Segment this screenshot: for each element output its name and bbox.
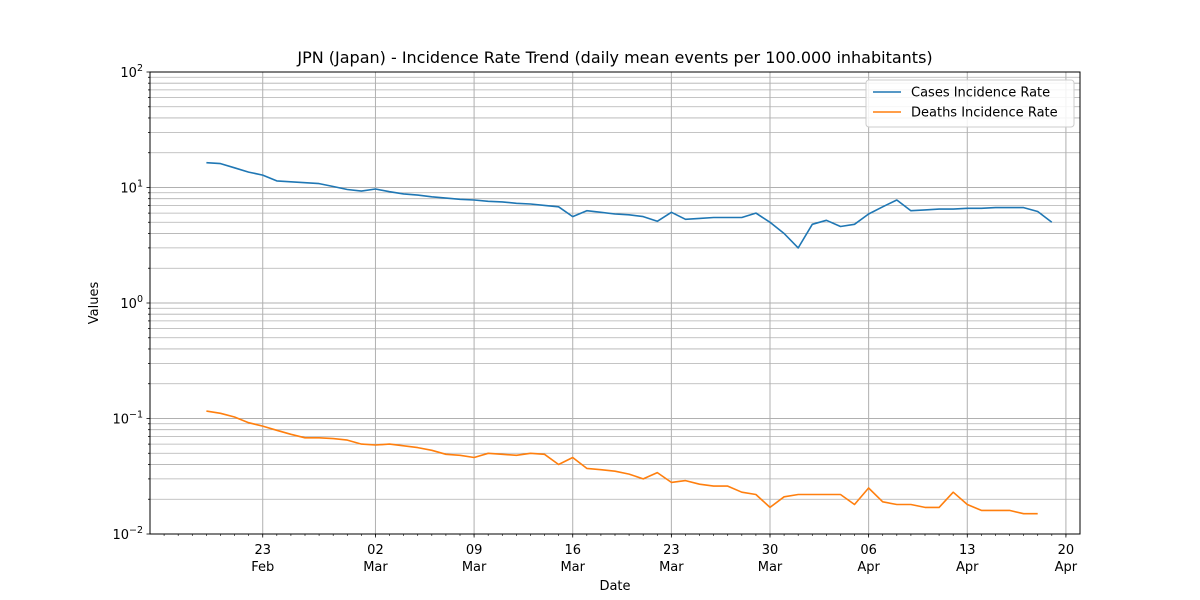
x-tick-label-day: 02 bbox=[367, 543, 384, 558]
y-tick-label-base: 10 bbox=[112, 528, 129, 543]
y-tick-label-exponent: −2 bbox=[129, 525, 143, 536]
x-tick-label-day: 23 bbox=[663, 543, 680, 558]
y-tick-label-exponent: 0 bbox=[137, 294, 143, 305]
y-tick-label-exponent: −1 bbox=[129, 410, 143, 421]
x-tick-label-month: Apr bbox=[857, 560, 880, 575]
y-tick-label: 10−2 bbox=[112, 525, 143, 543]
x-axis-title: Date bbox=[599, 579, 630, 594]
y-tick-label: 100 bbox=[120, 294, 143, 312]
legend-label: Deaths Incidence Rate bbox=[911, 106, 1058, 121]
y-tick-label-exponent: 2 bbox=[137, 63, 143, 74]
y-tick-label-base: 10 bbox=[120, 182, 137, 197]
x-tick-label-day: 23 bbox=[254, 543, 271, 558]
x-tick-label-day: 06 bbox=[860, 543, 877, 558]
legend: Cases Incidence Rate Deaths Incidence Rat… bbox=[865, 79, 1075, 128]
x-tick-label-month: Mar bbox=[758, 560, 783, 575]
x-tick-label-month: Apr bbox=[956, 560, 979, 575]
x-tick-label-day: 20 bbox=[1058, 543, 1075, 558]
x-tick-label-day: 16 bbox=[564, 543, 581, 558]
series-lines bbox=[206, 161, 1053, 515]
x-tick-label-month: Mar bbox=[560, 560, 585, 575]
x-axis: 23 Feb 02 Mar 09 Mar 16 Mar 23 Mar 30 Mar 06 Apr 13 Apr… bbox=[163, 534, 1078, 575]
y-tick-label-base: 10 bbox=[120, 297, 137, 312]
y-tick-label-exponent: 1 bbox=[137, 179, 143, 190]
y-axis-title: Values bbox=[87, 282, 102, 325]
y-tick-label: 102 bbox=[120, 63, 143, 81]
x-tick-label-month: Mar bbox=[659, 560, 684, 575]
deaths-incidence-line bbox=[206, 410, 1038, 515]
y-tick-label: 10−1 bbox=[112, 410, 143, 428]
chart-title: JPN (Japan) - Incidence Rate Trend (dail… bbox=[296, 48, 932, 67]
legend-label: Cases Incidence Rate bbox=[911, 86, 1050, 101]
x-tick-label-month: Mar bbox=[462, 560, 487, 575]
x-tick-label-day: 09 bbox=[466, 543, 483, 558]
cases-incidence-line bbox=[206, 161, 1053, 249]
x-tick-label-day: 13 bbox=[959, 543, 976, 558]
x-tick-label-month: Apr bbox=[1055, 560, 1078, 575]
legend-box bbox=[865, 79, 1075, 128]
x-tick-label-month: Feb bbox=[251, 560, 274, 575]
y-tick-label: 101 bbox=[120, 179, 143, 197]
x-tick-label-day: 30 bbox=[762, 543, 779, 558]
x-tick-label-month: Mar bbox=[363, 560, 388, 575]
y-tick-label-base: 10 bbox=[112, 413, 129, 428]
y-tick-label-base: 10 bbox=[120, 66, 137, 81]
